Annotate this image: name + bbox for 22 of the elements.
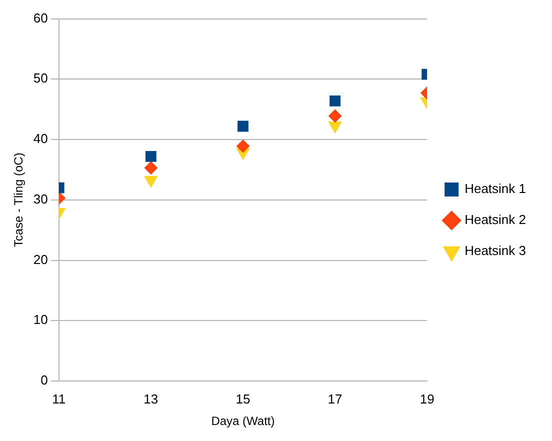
y-tick-label: 0	[40, 372, 48, 388]
x-tick-label: 13	[144, 391, 158, 406]
x-tick-label: 17	[328, 391, 342, 406]
x-tick-label: 15	[236, 391, 250, 406]
y-tick-label: 30	[33, 191, 48, 206]
x-axis-title: Daya (Watt)	[211, 414, 275, 428]
legend-label: Heatsink 2	[464, 212, 526, 228]
y-tick-label: 10	[33, 312, 48, 328]
y-tick-label: 20	[33, 252, 48, 267]
point	[238, 120, 248, 132]
point	[145, 150, 156, 162]
y-tick-label: 60	[33, 10, 48, 26]
legend-label: Heatsink 3	[464, 243, 526, 258]
point	[144, 161, 158, 174]
legend-label: Heatsink 1	[464, 181, 526, 196]
point	[236, 140, 250, 153]
x-tick-label: 11	[52, 391, 66, 406]
y-tick-label: 50	[33, 70, 48, 86]
x-tick-label: 19	[420, 391, 434, 406]
y-tick-label: 40	[33, 131, 48, 146]
y-axis-title: Tcase - Tling (oC)	[12, 152, 26, 248]
point	[330, 95, 340, 106]
